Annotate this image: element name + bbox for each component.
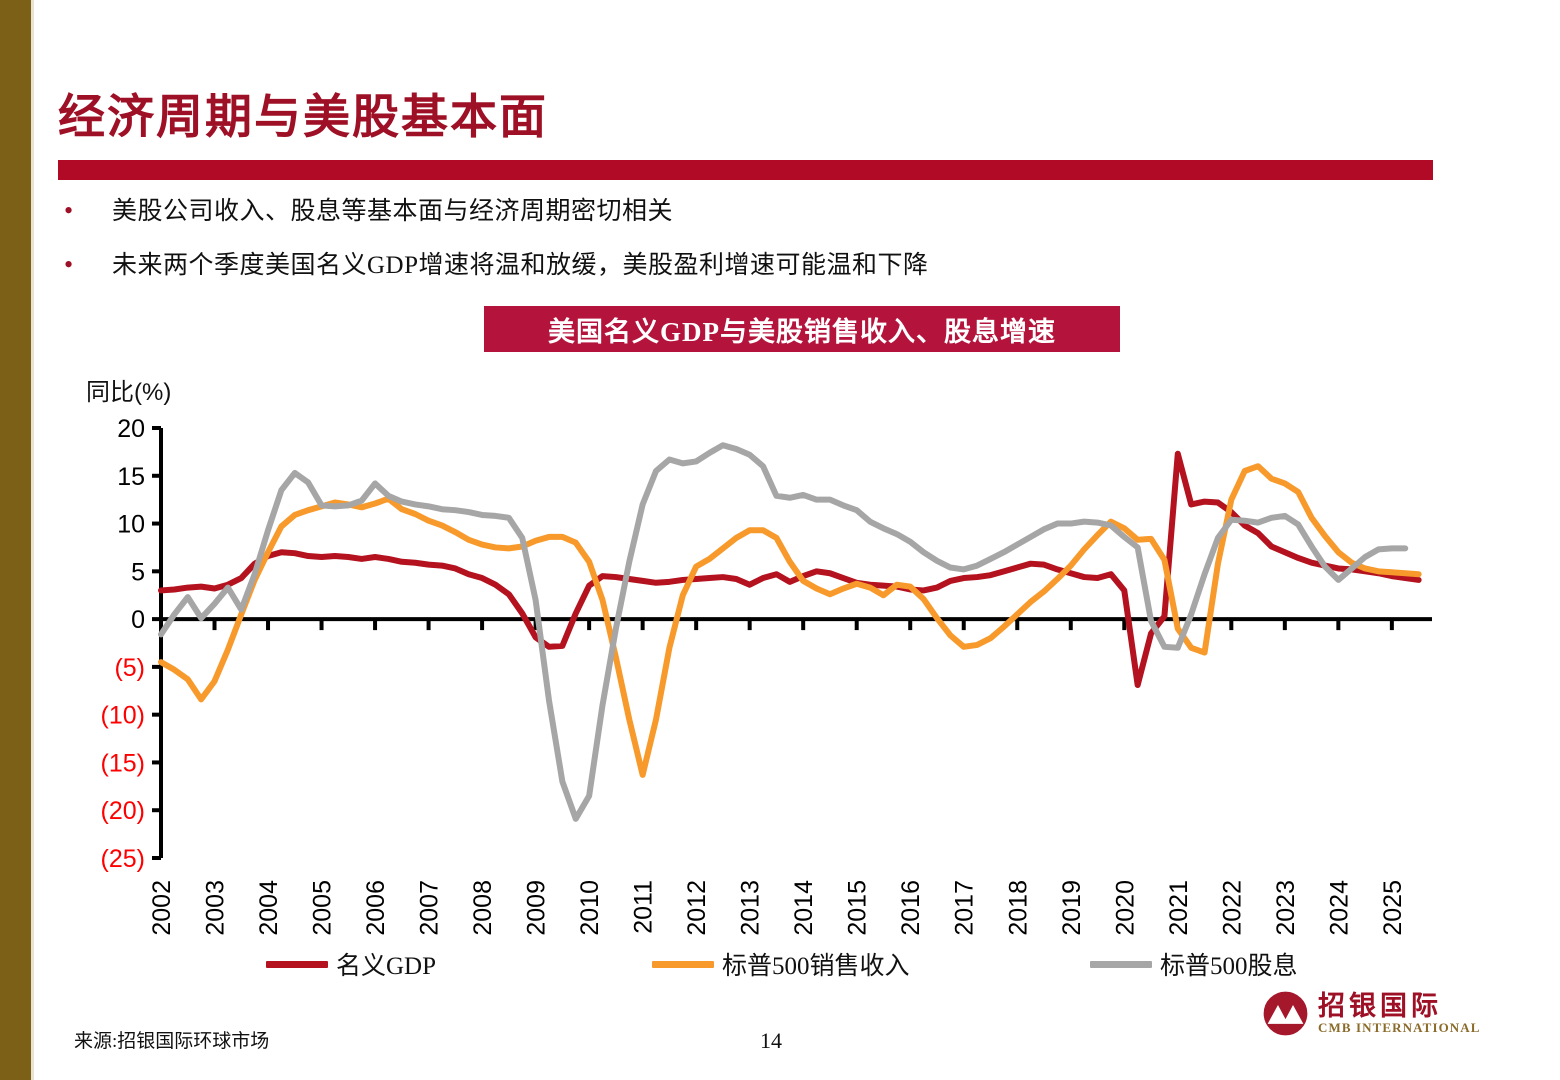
x-axis-tick-label: 2002 xyxy=(148,880,176,936)
bullet-marker-icon: • xyxy=(64,250,74,279)
y-axis-tick-label: (5) xyxy=(114,654,145,682)
y-axis-tick-label: 15 xyxy=(117,463,145,491)
legend-label: 标普500股息 xyxy=(1160,953,1298,980)
x-axis-tick-label: 2017 xyxy=(951,880,979,936)
y-axis-unit-label: 同比(%) xyxy=(86,379,172,406)
x-axis-tick-label: 2022 xyxy=(1218,880,1246,936)
y-axis-tick-label: 10 xyxy=(117,511,145,539)
legend-swatch-icon xyxy=(652,960,714,968)
title-divider xyxy=(58,160,1433,180)
legend-swatch-icon xyxy=(1090,960,1152,968)
legend-item-sp500-revenue: 标普500销售收入 xyxy=(652,946,910,982)
x-axis-tick-label: 2011 xyxy=(630,880,658,934)
logo-text-block: 招银国际 CMB INTERNATIONAL xyxy=(1318,992,1481,1036)
slide-sidebar-accent xyxy=(0,0,31,1080)
bullet-marker-icon: • xyxy=(64,196,74,225)
x-axis-tick-label: 2019 xyxy=(1058,880,1086,936)
legend-label: 名义GDP xyxy=(336,953,437,980)
x-axis-tick-label: 2003 xyxy=(202,880,230,936)
y-axis-tick-label: 0 xyxy=(131,606,145,634)
x-axis-tick-label: 2013 xyxy=(737,880,765,936)
x-axis-tick-label: 2023 xyxy=(1272,880,1300,936)
x-axis-tick-label: 2015 xyxy=(844,880,872,936)
y-axis-tick-label: (25) xyxy=(101,845,145,873)
logo-english-name: CMB INTERNATIONAL xyxy=(1318,1019,1481,1035)
x-axis-tick-label: 2025 xyxy=(1379,880,1407,936)
chart-legend: 名义GDP 标普500销售收入 标普500股息 xyxy=(60,938,1440,988)
x-axis-tick-label: 2009 xyxy=(523,880,551,936)
bullet-text: 未来两个季度美国名义GDP增速将温和放缓，美股盈利增速可能温和下降 xyxy=(112,252,929,279)
chart-container: 同比(%) 20 15 10 5 0 (5) (10) (15) (20) (25) 2002 200… xyxy=(60,370,1480,950)
page-number: 14 xyxy=(760,1028,782,1053)
legend-item-nominal-gdp: 名义GDP xyxy=(266,946,436,982)
y-axis-tick-label: 20 xyxy=(117,415,145,443)
y-axis-tick-label: (10) xyxy=(101,702,145,730)
source-note: 来源:招银国际环球市场 xyxy=(74,1031,270,1052)
x-axis-tick-label: 2024 xyxy=(1325,880,1353,936)
cmb-logo-mark-icon xyxy=(1262,990,1309,1037)
legend-label: 标普500销售收入 xyxy=(722,953,910,980)
list-item: • 美股公司收入、股息等基本面与经济周期密切相关 xyxy=(58,196,1438,228)
chart-series-line xyxy=(158,442,1409,822)
x-axis-tick-label: 2018 xyxy=(1004,880,1032,936)
chart-series-line xyxy=(158,463,1422,778)
x-axis-tick-label: 2005 xyxy=(309,880,337,936)
bullet-text: 美股公司收入、股息等基本面与经济周期密切相关 xyxy=(112,198,674,225)
legend-item-sp500-dividend: 标普500股息 xyxy=(1090,946,1298,982)
x-axis-tick-label: 2020 xyxy=(1111,880,1139,936)
list-item: • 未来两个季度美国名义GDP增速将温和放缓，美股盈利增速可能温和下降 xyxy=(58,250,1438,282)
page-title: 经济周期与美股基本面 xyxy=(58,92,548,144)
x-axis-tick-label: 2007 xyxy=(416,880,444,936)
x-axis-tick-label: 2004 xyxy=(255,880,283,936)
logo-chinese-name: 招银国际 xyxy=(1318,990,1442,1021)
y-axis-tick-label: (20) xyxy=(101,797,145,825)
x-axis-tick-label: 2008 xyxy=(469,880,497,936)
x-axis-tick-label: 2016 xyxy=(897,880,925,936)
x-axis-tick-label: 2014 xyxy=(790,880,818,936)
chart-title-banner: 美国名义GDP与美股销售收入、股息增速 xyxy=(484,306,1120,352)
x-axis-tick-label: 2010 xyxy=(576,880,604,936)
y-axis-tick-label: 5 xyxy=(131,558,145,586)
x-axis-tick-label: 2006 xyxy=(362,880,390,936)
x-axis-tick-label: 2012 xyxy=(683,880,711,936)
chart-series-line xyxy=(158,450,1422,689)
slide-sidebar-edge xyxy=(31,0,34,1080)
company-logo: 招银国际 CMB INTERNATIONAL xyxy=(1262,990,1481,1037)
chart-title-text: 美国名义GDP与美股销售收入、股息增速 xyxy=(548,316,1056,347)
bullet-list: • 美股公司收入、股息等基本面与经济周期密切相关 • 未来两个季度美国名义GDP… xyxy=(58,196,1438,304)
x-axis-tick-label: 2021 xyxy=(1165,880,1193,936)
y-axis-tick-label: (15) xyxy=(101,749,145,777)
legend-swatch-icon xyxy=(266,960,328,968)
